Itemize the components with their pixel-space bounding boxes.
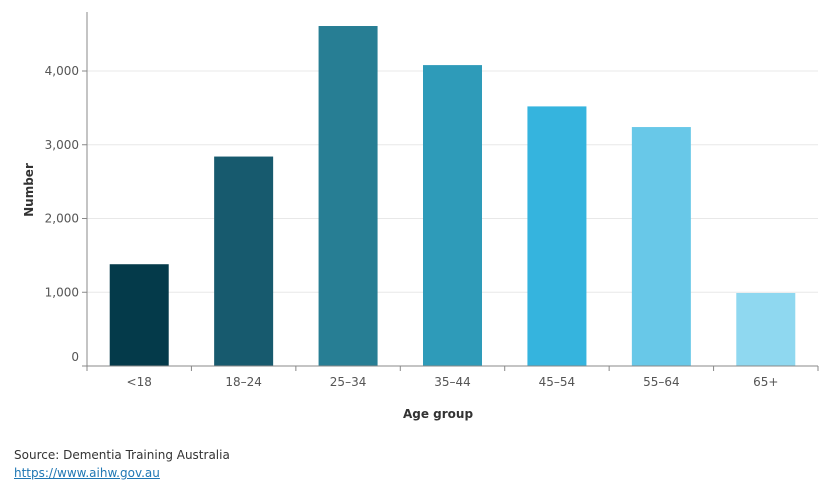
y-tick-label: 2,000 xyxy=(45,212,79,226)
bar xyxy=(423,65,482,366)
source-link[interactable]: https://www.aihw.gov.au xyxy=(14,466,160,480)
y-tick-label: 0 xyxy=(71,350,79,364)
bar xyxy=(736,292,796,366)
y-axis-title: Number xyxy=(22,163,36,217)
x-tick-label: 45–54 xyxy=(539,375,576,389)
source-note: Source: Dementia Training Australia http… xyxy=(14,446,230,482)
y-ticks: 0 1,000 2,000 3,000 4,000 xyxy=(45,64,87,367)
source-text: Source: Dementia Training Australia xyxy=(14,448,230,462)
y-tick-label: 4,000 xyxy=(45,64,79,78)
y-tick-label: 3,000 xyxy=(45,138,79,152)
bar xyxy=(318,26,378,366)
x-tick-label: 35–44 xyxy=(434,375,471,389)
x-axis-title: Age group xyxy=(403,407,473,421)
bar xyxy=(109,264,169,366)
x-tick-label: 25–34 xyxy=(330,375,367,389)
x-tick-label: 18–24 xyxy=(225,375,262,389)
x-tick-label: 65+ xyxy=(753,375,778,389)
x-tick-label: <18 xyxy=(127,375,152,389)
bar xyxy=(214,156,274,366)
bars xyxy=(109,26,796,367)
bar xyxy=(527,106,587,367)
bar xyxy=(631,127,691,366)
y-tick-label: 1,000 xyxy=(45,285,79,299)
x-ticks: <18 18–24 25–34 35–44 45–54 55–64 65+ xyxy=(86,366,819,389)
x-tick-label: 55–64 xyxy=(643,375,680,389)
bar-chart: 0 1,000 2,000 3,000 4,000 <18 18–24 25–34 35–44… xyxy=(22,12,819,421)
